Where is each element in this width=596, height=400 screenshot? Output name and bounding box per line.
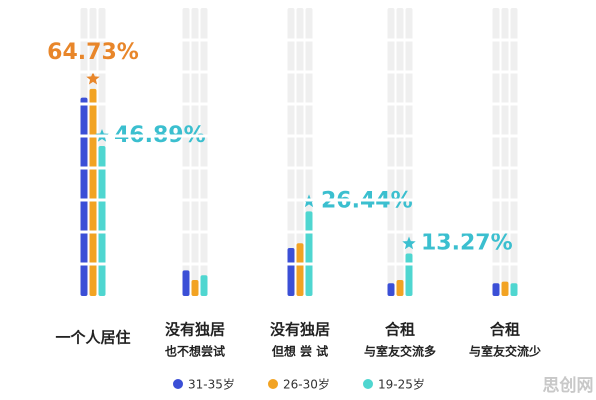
x-tick-label: 一个人居住 xyxy=(55,329,130,347)
x-tick-sublabel: 与室友交流少 xyxy=(469,344,541,359)
bar xyxy=(396,280,404,296)
bar-track xyxy=(296,8,304,296)
bar-track xyxy=(405,8,413,296)
bar xyxy=(492,283,500,296)
legend-marker xyxy=(363,379,373,389)
bar xyxy=(287,248,295,296)
bar xyxy=(501,281,509,296)
legend-marker xyxy=(268,379,278,389)
bar-track xyxy=(200,8,208,296)
legend-label: 26-30岁 xyxy=(283,377,330,392)
x-tick-label: 没有独居 xyxy=(270,321,330,339)
bar-track xyxy=(396,8,404,296)
bar-track xyxy=(510,8,518,296)
watermark: 思创网 xyxy=(543,375,594,396)
data-label: 13.27% xyxy=(421,231,513,256)
star-marker xyxy=(402,236,416,250)
bar-track xyxy=(387,8,395,296)
x-tick-label: 合租 xyxy=(384,321,415,339)
segment-gap xyxy=(60,230,540,234)
data-label: 64.73% xyxy=(47,40,139,65)
x-tick-sublabel: 与室友交流多 xyxy=(364,344,436,359)
bar xyxy=(200,275,208,296)
legend-marker xyxy=(173,379,183,389)
bar-track xyxy=(501,8,509,296)
bar xyxy=(510,283,518,296)
segment-gap xyxy=(60,102,540,106)
legend-label: 31-35岁 xyxy=(188,377,235,392)
star-marker xyxy=(86,71,100,85)
segment-gap xyxy=(60,166,540,170)
segment-gap xyxy=(60,38,540,42)
bar xyxy=(405,253,413,296)
bar-track xyxy=(492,8,500,296)
bar xyxy=(387,283,395,296)
bar xyxy=(182,270,190,296)
bar xyxy=(80,97,88,296)
x-tick-label: 没有独居 xyxy=(165,321,225,339)
segment-gap xyxy=(60,262,540,266)
bar xyxy=(89,88,97,296)
bar-track xyxy=(191,8,199,296)
bar xyxy=(98,145,106,296)
x-tick-sublabel: 但想 尝 试 xyxy=(271,344,328,359)
x-tick-sublabel: 也不想尝试 xyxy=(165,344,225,359)
bar xyxy=(296,243,304,296)
bar xyxy=(305,211,313,296)
bar-track xyxy=(182,8,190,296)
segment-gap xyxy=(60,198,540,202)
segment-gap xyxy=(60,70,540,74)
bar xyxy=(191,280,199,296)
x-tick-label: 合租 xyxy=(489,321,520,339)
segment-gap xyxy=(60,134,540,138)
legend-label: 19-25岁 xyxy=(378,377,425,392)
bar-track xyxy=(287,8,295,296)
